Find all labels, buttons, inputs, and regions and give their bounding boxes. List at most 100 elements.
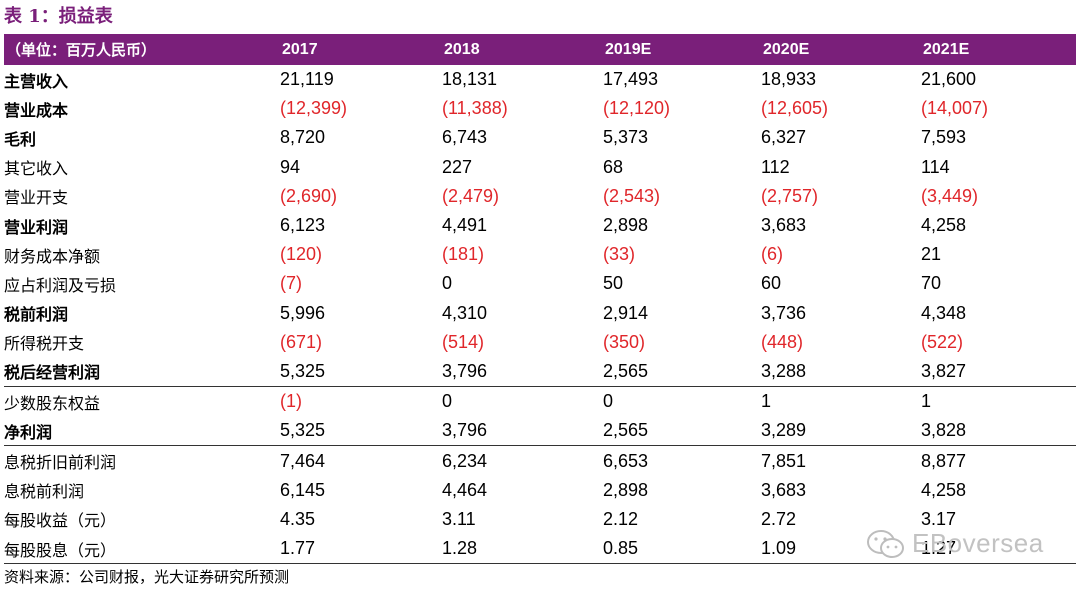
table-row: 所得税开支 (671) (514) (350) (448) (522) <box>4 328 1076 357</box>
cell-2020e: 2.72 <box>761 508 797 529</box>
cell-2021e: 1 <box>921 391 932 412</box>
column-header-2020e: 2020E <box>763 40 810 58</box>
unit-label: （单位：百万人民币） <box>6 41 157 59</box>
cell-2020e: 3,683 <box>761 215 807 236</box>
cell-2021e: 21 <box>921 244 942 265</box>
table-row: 财务成本净额 (120) (181) (33) (6) 21 <box>4 240 1076 269</box>
table-row: 每股收益（元） 4.35 3.11 2.12 2.72 3.17 <box>4 505 1076 534</box>
table-row: 每股股息（元） 1.77 1.28 0.85 1.09 1.27 <box>4 534 1076 565</box>
cell-2018: 0 <box>442 391 453 412</box>
cell-2017: 1.77 <box>280 538 316 559</box>
cell-2018: 1.28 <box>442 538 478 559</box>
cell-2018: 3,796 <box>442 360 488 381</box>
row-label: 少数股东权益 <box>4 393 101 413</box>
cell-2018: (514) <box>442 331 485 352</box>
cell-2021e: 7,593 <box>921 127 967 148</box>
cell-2018: (181) <box>442 244 485 265</box>
cell-2020e: (2,757) <box>761 185 819 206</box>
cell-2021e: 3,827 <box>921 360 967 381</box>
cell-2020e: 18,933 <box>761 69 817 90</box>
row-label: 每股收益（元） <box>4 511 117 531</box>
table-row: 营业成本 (12,399) (11,388) (12,120) (12,605) (14,… <box>4 94 1076 123</box>
column-header-2018: 2018 <box>444 40 480 58</box>
cell-2019e: 2,565 <box>603 420 649 441</box>
cell-2018: 6,234 <box>442 450 488 471</box>
cell-2019e: 50 <box>603 273 624 294</box>
table-title: 表 1：损益表 <box>4 6 113 27</box>
row-label: 所得税开支 <box>4 334 85 354</box>
row-label: 营业开支 <box>4 188 69 208</box>
table-row: 税后经营利润 5,325 3,796 2,565 3,288 3,827 <box>4 357 1076 388</box>
row-label: 净利润 <box>4 422 53 442</box>
wechat-icon <box>867 529 904 558</box>
cell-2021e: (14,007) <box>921 98 989 119</box>
row-label: 息税折旧前利润 <box>4 453 117 473</box>
cell-2017: (12,399) <box>280 98 348 119</box>
cell-2021e: 3,828 <box>921 420 967 441</box>
column-header-2021e: 2021E <box>923 40 970 58</box>
cell-2020e: 112 <box>761 156 790 177</box>
cell-2019e: 5,373 <box>603 127 649 148</box>
cell-2021e: 4,258 <box>921 479 967 500</box>
cell-2021e: 114 <box>921 156 950 177</box>
cell-2019e: 2,898 <box>603 215 649 236</box>
cell-2018: 4,491 <box>442 215 488 236</box>
table-row: 息税前利润 6,145 4,464 2,898 3,683 4,258 <box>4 476 1076 505</box>
cell-2020e: (6) <box>761 244 783 265</box>
cell-2018: (2,479) <box>442 185 500 206</box>
cell-2017: 5,325 <box>280 360 326 381</box>
cell-2019e: 0 <box>603 391 614 412</box>
table-row: 营业开支 (2,690) (2,479) (2,543) (2,757) (3,449) <box>4 182 1076 211</box>
cell-2017: 5,325 <box>280 420 326 441</box>
cell-2020e: (12,605) <box>761 98 829 119</box>
cell-2021e: (522) <box>921 331 964 352</box>
watermark-text: EBoversea <box>912 528 1044 558</box>
row-label: 毛利 <box>4 129 37 149</box>
cell-2020e: 60 <box>761 273 782 294</box>
cell-2020e: 1 <box>761 391 772 412</box>
row-label: 财务成本净额 <box>4 246 101 266</box>
row-label: 主营收入 <box>4 71 69 91</box>
table-row: 营业利润 6,123 4,491 2,898 3,683 4,258 <box>4 211 1076 240</box>
table-row: 息税折旧前利润 7,464 6,234 6,653 7,851 8,877 <box>4 446 1076 475</box>
cell-2018: 6,743 <box>442 127 488 148</box>
cell-2017: 94 <box>280 156 301 177</box>
cell-2021e: 21,600 <box>921 69 977 90</box>
table-body: 主营收入 21,119 18,131 17,493 18,933 21,600 营业成本 (1… <box>4 65 1076 565</box>
table-row: 税前利润 5,996 4,310 2,914 3,736 4,348 <box>4 299 1076 328</box>
cell-2020e: 7,851 <box>761 450 807 471</box>
cell-2021e: (3,449) <box>921 185 979 206</box>
cell-2019e: (350) <box>603 331 646 352</box>
cell-2019e: 68 <box>603 156 624 177</box>
cell-2020e: (448) <box>761 331 804 352</box>
column-header-2019e: 2019E <box>605 40 652 58</box>
row-label: 税后经营利润 <box>4 363 101 383</box>
cell-2017: (671) <box>280 331 323 352</box>
cell-2018: 0 <box>442 273 453 294</box>
table-row: 主营收入 21,119 18,131 17,493 18,933 21,600 <box>4 65 1076 94</box>
cell-2017: 8,720 <box>280 127 326 148</box>
row-label: 每股股息（元） <box>4 540 117 560</box>
source-note: 资料来源：公司财报，光大证券研究所预测 <box>4 568 290 586</box>
cell-2019e: (33) <box>603 244 636 265</box>
cell-2018: 18,131 <box>442 69 498 90</box>
watermark: EBoversea <box>866 528 1044 559</box>
cell-2019e: 2,565 <box>603 360 649 381</box>
cell-2018: 4,464 <box>442 479 488 500</box>
income-statement-table: （单位：百万人民币） 2017 2018 2019E 2020E 2021E 主… <box>4 34 1076 565</box>
cell-2021e: 1.27 <box>921 538 957 559</box>
row-label: 税前利润 <box>4 305 69 325</box>
row-label: 营业成本 <box>4 100 69 120</box>
cell-2018: 3.11 <box>442 508 476 529</box>
cell-2017: 21,119 <box>280 69 334 90</box>
cell-2019e: (2,543) <box>603 185 661 206</box>
table-row: 净利润 5,325 3,796 2,565 3,289 3,828 <box>4 416 1076 447</box>
row-label: 应占利润及亏损 <box>4 275 117 295</box>
cell-2020e: 3,288 <box>761 360 807 381</box>
cell-2021e: 70 <box>921 273 942 294</box>
cell-2019e: (12,120) <box>603 98 671 119</box>
cell-2018: 227 <box>442 156 473 177</box>
cell-2017: (2,690) <box>280 185 338 206</box>
cell-2017: 7,464 <box>280 450 326 471</box>
table-header-row: （单位：百万人民币） 2017 2018 2019E 2020E 2021E <box>4 34 1076 65</box>
